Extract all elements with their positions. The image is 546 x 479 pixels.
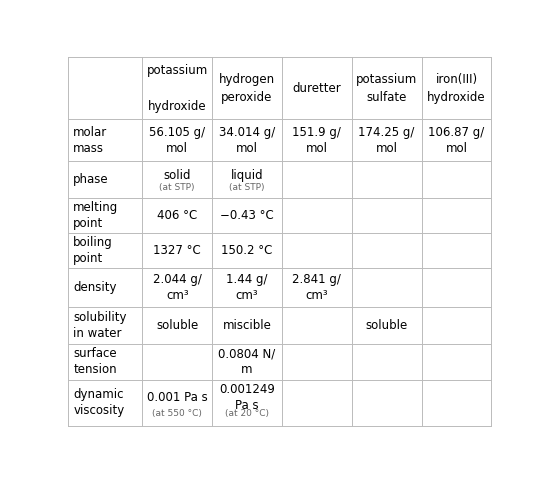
Text: (at STP): (at STP) <box>159 183 195 192</box>
Text: molar
mass: molar mass <box>73 125 108 155</box>
Text: boiling
point: boiling point <box>73 236 113 265</box>
Text: 106.87 g/
mol: 106.87 g/ mol <box>429 125 485 155</box>
Text: duretter: duretter <box>293 82 341 95</box>
Text: −0.43 °C: −0.43 °C <box>220 209 274 222</box>
Text: 406 °C: 406 °C <box>157 209 197 222</box>
Text: 0.001249
Pa s: 0.001249 Pa s <box>219 383 275 412</box>
Text: 174.25 g/
mol: 174.25 g/ mol <box>359 125 415 155</box>
Text: 150.2 °C: 150.2 °C <box>221 244 272 257</box>
Text: melting
point: melting point <box>73 201 118 230</box>
Text: 0.001 Pa s: 0.001 Pa s <box>147 391 207 404</box>
Text: dynamic
viscosity: dynamic viscosity <box>73 388 124 417</box>
Text: solubility
in water: solubility in water <box>73 311 127 340</box>
Text: surface
tension: surface tension <box>73 347 117 376</box>
Text: (at STP): (at STP) <box>229 183 265 192</box>
Text: 2.841 g/
cm³: 2.841 g/ cm³ <box>293 273 341 302</box>
Text: potassium
sulfate: potassium sulfate <box>356 73 417 104</box>
Text: 34.014 g/
mol: 34.014 g/ mol <box>219 125 275 155</box>
Text: 151.9 g/
mol: 151.9 g/ mol <box>293 125 341 155</box>
Text: liquid: liquid <box>231 169 263 182</box>
Text: (at 550 °C): (at 550 °C) <box>152 409 202 418</box>
Text: (at 20 °C): (at 20 °C) <box>225 409 269 418</box>
Text: density: density <box>73 281 117 294</box>
Text: 56.105 g/
mol: 56.105 g/ mol <box>149 125 205 155</box>
Text: potassium

hydroxide: potassium hydroxide <box>146 64 208 113</box>
Text: solid: solid <box>163 169 191 182</box>
Text: phase: phase <box>73 173 109 186</box>
Text: soluble: soluble <box>365 319 408 332</box>
Text: 1.44 g/
cm³: 1.44 g/ cm³ <box>226 273 268 302</box>
Text: hydrogen
peroxide: hydrogen peroxide <box>219 73 275 104</box>
Text: 1327 °C: 1327 °C <box>153 244 201 257</box>
Text: 0.0804 N/
m: 0.0804 N/ m <box>218 347 276 376</box>
Text: miscible: miscible <box>223 319 271 332</box>
Text: 2.044 g/
cm³: 2.044 g/ cm³ <box>153 273 201 302</box>
Text: iron(III)
hydroxide: iron(III) hydroxide <box>427 73 486 104</box>
Text: soluble: soluble <box>156 319 198 332</box>
